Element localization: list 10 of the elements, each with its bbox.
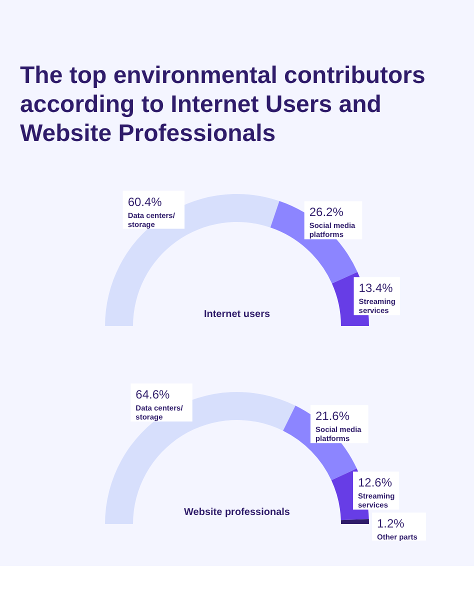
data-label: 1.2% xyxy=(377,516,405,531)
data-label: 12.6% xyxy=(358,476,392,490)
data-label: 26.2% xyxy=(309,205,344,220)
data-label: 60.4% xyxy=(128,194,162,209)
data-label: 21.6% xyxy=(315,409,350,424)
data-label: 13.4% xyxy=(358,281,394,296)
data-label: 64.6% xyxy=(136,388,170,402)
text: Internet users xyxy=(204,309,270,320)
text: Website professionals xyxy=(184,507,290,518)
chart-title: The top environmental contributors according to Internet Users and Website Professionals xyxy=(20,62,426,147)
